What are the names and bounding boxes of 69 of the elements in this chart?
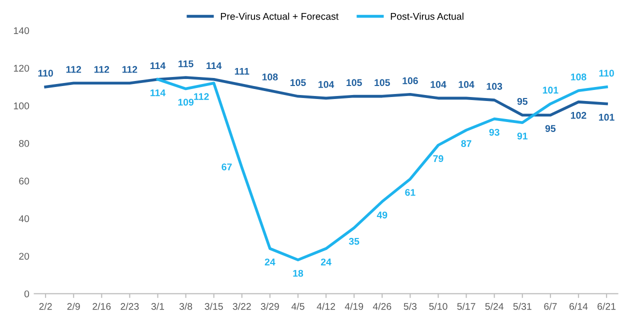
- data-label: 103: [486, 82, 502, 90]
- data-label: 49: [376, 212, 388, 218]
- data-label: 114: [150, 62, 166, 70]
- x-tick-label: 4/12: [316, 302, 336, 310]
- x-tick-label: 3/22: [232, 302, 251, 310]
- x-tick-label: 6/7: [544, 302, 557, 310]
- x-tick-label: 2/23: [120, 302, 139, 310]
- data-label: 110: [38, 70, 53, 77]
- x-tick-label: 3/29: [260, 302, 279, 310]
- data-label: 105: [290, 79, 306, 86]
- y-tick-label: 140: [14, 27, 30, 34]
- data-label: 18: [293, 270, 304, 277]
- data-label: 24: [264, 258, 276, 266]
- x-tick-label: 4/5: [291, 302, 304, 310]
- x-tick-label: 6/14: [570, 302, 588, 310]
- y-tick-label: 20: [19, 252, 30, 260]
- data-label: 95: [517, 98, 528, 105]
- y-tick-label: 120: [14, 64, 30, 72]
- data-label: 104: [430, 81, 446, 88]
- data-label: 112: [194, 93, 209, 100]
- data-label: 110: [599, 70, 614, 77]
- x-tick-label: 5/3: [404, 302, 417, 310]
- data-label: 105: [374, 79, 390, 86]
- data-label: 67: [222, 163, 232, 170]
- y-tick-label: 0: [24, 290, 30, 298]
- legend-label: Post-Virus Actual: [390, 12, 464, 20]
- x-tick-label: 2/9: [67, 302, 80, 310]
- x-tick-label: 5/10: [429, 302, 448, 310]
- data-label: 108: [570, 74, 586, 80]
- x-tick-label: 5/31: [513, 302, 532, 310]
- data-label: 112: [94, 66, 110, 73]
- data-label: 101: [599, 114, 614, 121]
- x-tick-label: 2/2: [39, 302, 52, 310]
- data-label: 24: [320, 258, 332, 266]
- x-tick-label: 4/19: [344, 302, 364, 310]
- data-label: 104: [318, 81, 334, 88]
- data-label: 109: [178, 98, 194, 106]
- data-label: 111: [234, 68, 250, 75]
- data-label: 79: [433, 155, 444, 162]
- data-label: 87: [461, 140, 472, 148]
- data-label: 101: [542, 86, 558, 94]
- x-tick-label: 2/16: [92, 302, 111, 310]
- x-tick-label: 5/24: [485, 302, 504, 310]
- data-label: 105: [346, 79, 362, 86]
- data-label: 61: [405, 189, 416, 196]
- data-label: 35: [348, 238, 360, 245]
- legend-label: Pre-Virus Actual + Forecast: [220, 12, 339, 20]
- x-tick-label: 3/15: [204, 302, 223, 310]
- x-tick-label: 6/21: [598, 302, 616, 310]
- y-tick-label: 80: [19, 140, 30, 147]
- data-label: 102: [570, 112, 586, 119]
- x-tick-label: 3/8: [179, 302, 192, 310]
- data-label: 93: [489, 128, 500, 136]
- x-tick-label: 5/17: [457, 302, 476, 310]
- y-tick-label: 100: [14, 102, 30, 110]
- y-tick-label: 60: [19, 178, 30, 185]
- data-label: 91: [517, 132, 528, 140]
- y-tick-label: 40: [18, 215, 30, 222]
- data-label: 104: [458, 81, 474, 88]
- data-label: 114: [150, 89, 166, 96]
- data-label: 108: [262, 74, 278, 80]
- data-label: 115: [178, 60, 194, 68]
- x-tick-label: 3/1: [151, 302, 164, 310]
- data-label: 114: [206, 62, 222, 70]
- data-label: 112: [122, 66, 138, 73]
- data-label: 112: [66, 66, 82, 73]
- data-label: 95: [545, 125, 556, 132]
- data-label: 106: [402, 77, 418, 84]
- x-tick-label: 4/26: [372, 302, 392, 310]
